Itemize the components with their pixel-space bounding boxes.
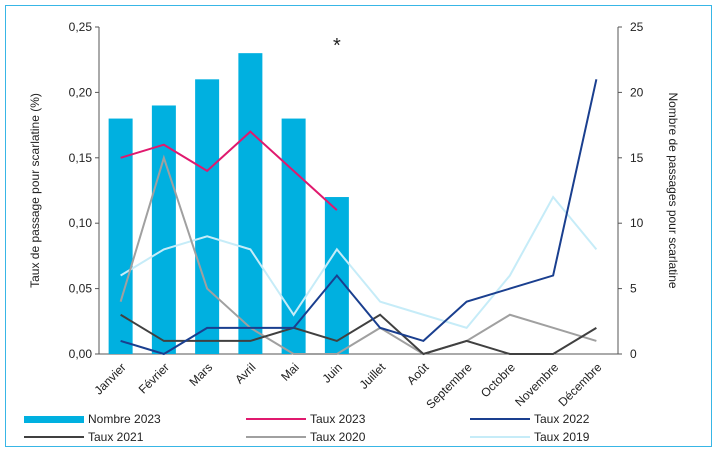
- series-line-taux-2020: [119, 154, 597, 356]
- right-tick-label: 15: [630, 151, 644, 165]
- series-line-taux-2021: [120, 313, 597, 356]
- right-axis-title: Nombre de passages pour scarlatine: [666, 92, 680, 288]
- x-tick-label: Juillet: [357, 360, 389, 392]
- legend-label: Taux 2021: [88, 430, 144, 444]
- right-tick-label: 20: [630, 85, 644, 99]
- series-line-taux-2019: [120, 195, 598, 329]
- legend-label: Taux 2023: [310, 412, 366, 426]
- x-tick-label: Mai: [278, 360, 302, 384]
- left-tick-label: 0,10: [69, 216, 93, 230]
- scarlatine-chart: 0,00 0,05 0,10 0,15 0,20 0,25 0 5 10 15 20 25 Taux d…: [24, 20, 680, 444]
- bar-nombre-2023: [238, 53, 263, 354]
- x-tick-label: Août: [404, 360, 432, 388]
- right-tick-label: 10: [630, 216, 644, 230]
- chart-frame: 0,00 0,05 0,10 0,15 0,20 0,25 0 5 10 15 20 25 Taux d…: [5, 5, 712, 447]
- series-line-taux-2023: [120, 130, 338, 211]
- left-tick-label: 0,20: [69, 85, 93, 99]
- left-tick-label: 0,25: [69, 20, 93, 34]
- annotation-asterisk: *: [333, 35, 341, 57]
- series-line-taux-2022: [120, 79, 598, 356]
- x-tick-label: Octobre: [478, 360, 518, 400]
- x-tick-label: Novembre: [512, 360, 561, 409]
- x-tick-label: Juin: [320, 360, 345, 385]
- x-tick-label: Janvier: [91, 360, 128, 397]
- left-axis-title: Taux de passage pour scarlatine (%): [28, 93, 42, 288]
- x-tick-label: Mars: [186, 360, 215, 389]
- left-tick-label: 0,00: [69, 347, 93, 361]
- legend-label: Taux 2020: [310, 430, 366, 444]
- legend-label: Taux 2019: [534, 430, 590, 444]
- x-tick-label: Décembre: [555, 360, 604, 409]
- left-tick-label: 0,05: [69, 282, 93, 296]
- right-tick-label: 0: [630, 347, 637, 361]
- bar-nombre-2023: [151, 105, 176, 354]
- legend-label: Nombre 2023: [88, 412, 161, 426]
- right-tick-label: 25: [630, 20, 644, 34]
- legend-label: Taux 2022: [534, 412, 590, 426]
- right-tick-label: 5: [630, 282, 637, 296]
- legend-swatch-bar: [24, 416, 84, 423]
- x-tick-label: Avril: [232, 360, 258, 386]
- bar-nombre-2023: [195, 79, 220, 354]
- x-tick-label: Février: [136, 360, 172, 396]
- left-tick-label: 0,15: [69, 151, 93, 165]
- x-tick-label: Septembre: [423, 360, 475, 412]
